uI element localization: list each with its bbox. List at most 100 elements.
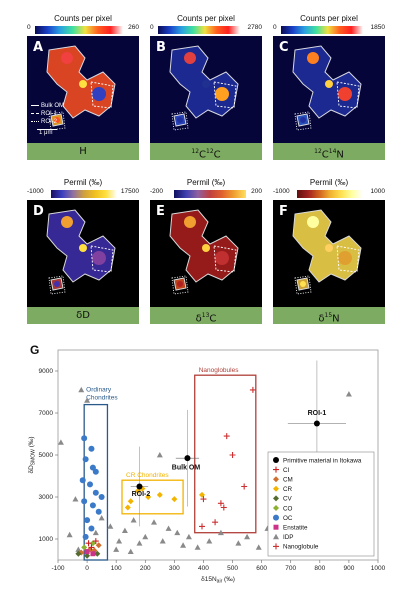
data-point-cv bbox=[75, 550, 82, 557]
panel-label: H bbox=[27, 143, 139, 160]
data-point-idp bbox=[127, 548, 134, 554]
region-label: Chondrites bbox=[86, 395, 118, 402]
x-tick-label: 1000 bbox=[371, 565, 386, 572]
panel-label: δ15N bbox=[273, 307, 385, 324]
roi-legend-label: ROI-2 bbox=[41, 119, 58, 125]
data-point-idp bbox=[235, 540, 242, 546]
x-tick-label: 700 bbox=[285, 565, 296, 572]
colorbar: Counts per pixel 0 260 bbox=[27, 14, 139, 36]
legend-marker bbox=[273, 495, 279, 502]
data-point-idp bbox=[72, 496, 79, 502]
data-point-idp bbox=[255, 544, 262, 550]
data-point-idp bbox=[244, 533, 251, 540]
label-isotope: 12 bbox=[314, 148, 322, 155]
region-label: Nanoglobules bbox=[199, 367, 240, 374]
x-tick-label: 500 bbox=[227, 565, 238, 572]
roi-2-outline bbox=[294, 275, 312, 295]
colorbar: Counts per pixel 0 1850 bbox=[273, 14, 385, 36]
colorbar: Permil (‰) -1000 1000 bbox=[273, 178, 385, 200]
panel-letter: C bbox=[279, 40, 289, 55]
data-point-idp bbox=[113, 546, 120, 552]
colorbar-min: -1000 bbox=[27, 188, 44, 195]
data-point-oc bbox=[89, 464, 96, 471]
data-point-idp bbox=[84, 397, 91, 403]
data-point-nanoglobule bbox=[199, 523, 205, 530]
legend-box bbox=[267, 451, 375, 557]
hot-spot bbox=[184, 216, 196, 228]
label-isotope: 12 bbox=[191, 148, 200, 155]
x-tick-label: 200 bbox=[140, 565, 151, 572]
data-point-idp bbox=[217, 529, 224, 536]
data-point-enstatite bbox=[90, 551, 96, 557]
panel-letter: E bbox=[156, 204, 165, 219]
x-tick-label: 400 bbox=[198, 565, 209, 572]
legend-marker bbox=[273, 485, 279, 492]
roi-legend-line bbox=[31, 112, 39, 114]
data-point-nanoglobule bbox=[241, 483, 248, 490]
panel-letter: B bbox=[156, 40, 166, 55]
legend-marker bbox=[273, 524, 279, 530]
hot-spot bbox=[184, 52, 196, 64]
data-point-nanoglobule bbox=[249, 386, 256, 393]
data-point-ci bbox=[88, 544, 95, 551]
data-point-cv bbox=[84, 552, 91, 559]
data-point-idp bbox=[130, 517, 137, 523]
colorbar-min: 0 bbox=[150, 24, 154, 31]
data-point-idp bbox=[174, 529, 181, 536]
panel-label: δD bbox=[27, 307, 139, 324]
hot-spot bbox=[177, 117, 183, 123]
x-tick-label: 900 bbox=[343, 565, 354, 572]
label-prefix: δ bbox=[195, 313, 202, 325]
data-point-nanoglobule bbox=[229, 452, 236, 458]
data-point-cr bbox=[127, 498, 134, 505]
data-point-cv bbox=[94, 550, 101, 557]
y-tick-label: 5000 bbox=[39, 452, 54, 459]
point-label: ROI-2 bbox=[132, 491, 151, 498]
hot-spot bbox=[92, 251, 106, 265]
data-point-idp bbox=[75, 546, 82, 552]
legend-marker bbox=[273, 533, 279, 540]
colorbar-min: 0 bbox=[27, 24, 31, 31]
x-tick-label: 0 bbox=[85, 565, 89, 572]
data-point-nanoglobule bbox=[217, 500, 224, 507]
ion-image-e: E bbox=[150, 200, 262, 307]
colorbar-gradient bbox=[51, 190, 117, 198]
data-point-oc bbox=[81, 498, 88, 505]
ion-image-svg bbox=[27, 36, 139, 143]
x-tick-label: 100 bbox=[111, 565, 122, 572]
data-point-idp bbox=[136, 540, 143, 546]
data-point-idp bbox=[159, 538, 166, 544]
label-element: N bbox=[332, 313, 340, 325]
label-isotope: 14 bbox=[328, 148, 337, 155]
colorbar-gradient bbox=[297, 190, 363, 198]
data-point-co bbox=[89, 540, 96, 547]
roi-2-outline bbox=[171, 275, 189, 295]
roi-legend: Bulk OM ROI-1 ROI-2 bbox=[31, 102, 64, 126]
data-point-idp bbox=[151, 519, 157, 525]
panel-label: 12C12C bbox=[150, 143, 262, 160]
colorbar: Counts per pixel 0 2780 bbox=[150, 14, 262, 36]
data-point-nanoglobule bbox=[220, 504, 227, 511]
ion-image-f: F bbox=[273, 200, 385, 307]
data-point-idp bbox=[116, 538, 123, 544]
data-point-primitive-material-in-itokawa bbox=[313, 420, 320, 427]
x-tick-label: 300 bbox=[169, 565, 180, 572]
image-panel-c: Counts per pixel 0 1850 C 12C14N bbox=[273, 14, 385, 160]
label-isotope: 12 bbox=[206, 148, 214, 155]
data-point-idp bbox=[78, 386, 85, 393]
hot-spot bbox=[61, 216, 73, 228]
hot-spot bbox=[177, 281, 183, 287]
x-axis-label: δ15Nair (‰) bbox=[201, 576, 235, 585]
roi-1-outline bbox=[336, 245, 360, 273]
ion-image-svg bbox=[150, 200, 262, 307]
region-label: CR Chondrites bbox=[126, 472, 169, 479]
label-element: N bbox=[336, 149, 344, 161]
chart-svg: G -100 0 100 200 300 400 500 600 700 800 900 1000 100… bbox=[28, 343, 386, 585]
data-point-cr bbox=[171, 496, 178, 503]
data-point-oc bbox=[87, 481, 93, 488]
data-point-cr bbox=[199, 491, 205, 498]
data-point-ci bbox=[85, 540, 92, 547]
legend-marker bbox=[273, 476, 279, 483]
data-point-idp bbox=[107, 523, 114, 529]
